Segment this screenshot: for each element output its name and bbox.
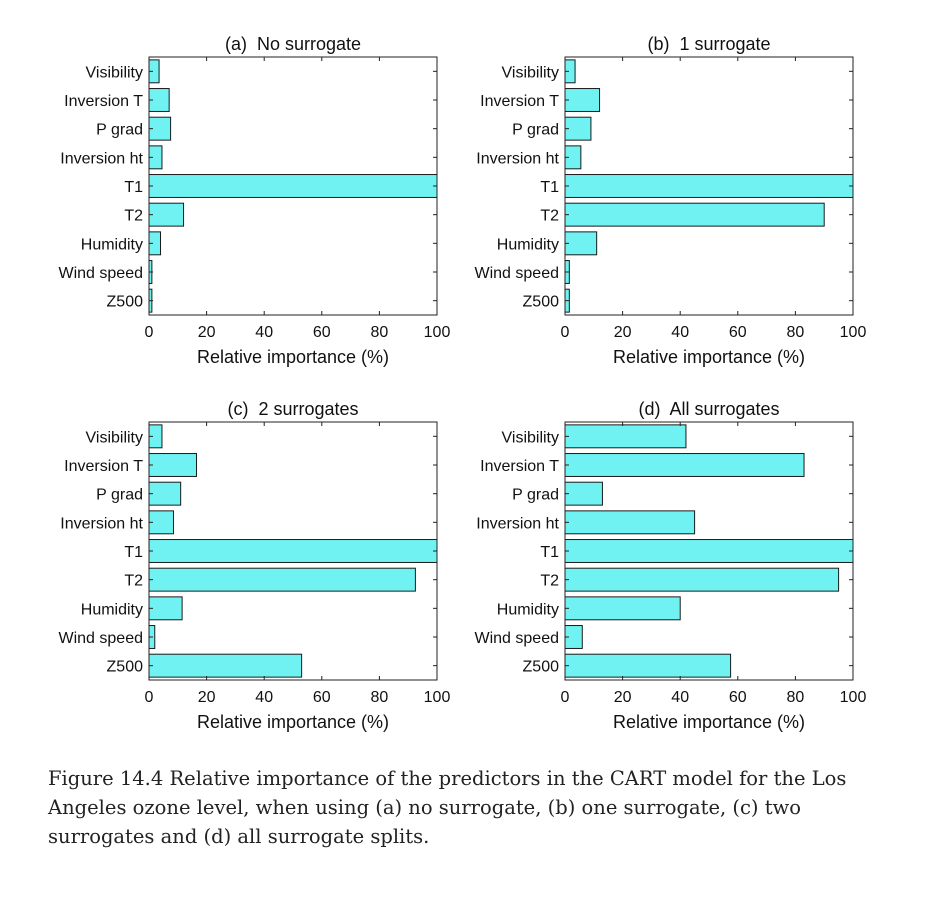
- x-tick-label: 0: [561, 324, 570, 341]
- bar-p-grad: [564, 481, 603, 506]
- bar-inversion-ht: [564, 510, 696, 535]
- category-label: P grad: [512, 122, 559, 139]
- bar-visibility: [564, 424, 687, 449]
- category-label: Z500: [107, 659, 144, 676]
- category-label: Z500: [523, 659, 560, 676]
- bar-humidity: [564, 596, 681, 621]
- category-label: Visibility: [86, 64, 144, 81]
- x-tick-label: 20: [198, 324, 216, 341]
- x-tick-label: 40: [671, 324, 689, 341]
- category-label: Humidity: [81, 236, 143, 253]
- x-axis-label: Relative importance (%): [197, 347, 389, 367]
- x-tick-label: 0: [145, 689, 154, 706]
- chart-title: (c) 2 surrogates: [227, 399, 358, 419]
- bar-inversion-t: [564, 88, 601, 112]
- bar-t2: [148, 202, 185, 227]
- bar-t1: [564, 539, 854, 563]
- category-label: Visibility: [86, 429, 144, 446]
- chart-panel-1: Visibility Inversion T P grad Inversion ht T…: [475, 34, 867, 367]
- x-axis-label: Relative importance (%): [613, 347, 805, 367]
- chart-panel-3: Visibility Inversion T P grad Inversion ht T…: [475, 399, 867, 732]
- bar-t1: [564, 174, 854, 198]
- chart-title: (a) No surrogate: [225, 34, 361, 54]
- category-label: Wind speed: [475, 630, 560, 647]
- category-label: Humidity: [497, 236, 559, 253]
- bar-inversion-t: [148, 453, 198, 477]
- category-label: Inversion ht: [60, 150, 143, 167]
- x-tick-label: 40: [255, 324, 273, 341]
- category-label: Visibility: [502, 429, 560, 446]
- category-label: Humidity: [497, 601, 559, 618]
- category-label: Visibility: [502, 64, 560, 81]
- chart-title: (d) All surrogates: [638, 399, 779, 419]
- category-label: Z500: [523, 294, 560, 311]
- bar-t2: [148, 567, 416, 592]
- bar-z500: [148, 653, 303, 678]
- category-label: Wind speed: [475, 265, 560, 282]
- x-tick-label: 20: [614, 324, 632, 341]
- category-label: Wind speed: [59, 630, 144, 647]
- category-label: Inversion ht: [476, 150, 559, 167]
- category-label: T1: [124, 179, 143, 196]
- x-tick-label: 60: [313, 689, 331, 706]
- x-tick-label: 60: [313, 324, 331, 341]
- category-label: Inversion T: [480, 458, 559, 475]
- x-tick-label: 80: [371, 324, 389, 341]
- x-tick-label: 40: [255, 689, 273, 706]
- x-tick-label: 80: [371, 689, 389, 706]
- figure-caption: Figure 14.4 Relative importance of the p…: [48, 767, 847, 848]
- bar-p-grad: [148, 481, 182, 506]
- x-tick-label: 20: [198, 689, 216, 706]
- bar-humidity: [148, 596, 183, 621]
- category-label: Inversion ht: [60, 515, 143, 532]
- category-label: T2: [124, 208, 143, 225]
- category-label: T1: [540, 179, 559, 196]
- bar-z500: [564, 653, 732, 678]
- category-label: T1: [124, 544, 143, 561]
- category-label: T2: [124, 573, 143, 590]
- x-tick-label: 0: [561, 689, 570, 706]
- category-label: Inversion T: [64, 458, 143, 475]
- x-tick-label: 80: [787, 689, 805, 706]
- x-tick-label: 100: [424, 689, 451, 706]
- category-label: Inversion T: [480, 93, 559, 110]
- category-label: T1: [540, 544, 559, 561]
- x-tick-label: 0: [145, 324, 154, 341]
- chart-title: (b) 1 surrogate: [647, 34, 770, 54]
- x-tick-label: 40: [671, 689, 689, 706]
- bar-inversion-t: [564, 453, 805, 477]
- category-label: Inversion ht: [476, 515, 559, 532]
- category-label: P grad: [96, 487, 143, 504]
- category-label: Wind speed: [59, 265, 144, 282]
- x-tick-label: 100: [840, 324, 867, 341]
- bar-t1: [148, 174, 438, 198]
- bar-t2: [564, 202, 825, 227]
- x-axis-label: Relative importance (%): [197, 712, 389, 732]
- category-label: Humidity: [81, 601, 143, 618]
- chart-panel-0: Visibility Inversion T P grad Inversion ht T…: [59, 34, 451, 367]
- category-label: T2: [540, 208, 559, 225]
- x-tick-label: 80: [787, 324, 805, 341]
- category-label: Z500: [107, 294, 144, 311]
- bar-t2: [564, 567, 840, 592]
- x-tick-label: 20: [614, 689, 632, 706]
- x-tick-label: 60: [729, 689, 747, 706]
- category-label: T2: [540, 573, 559, 590]
- category-label: Inversion T: [64, 93, 143, 110]
- x-axis-label: Relative importance (%): [613, 712, 805, 732]
- category-label: P grad: [512, 487, 559, 504]
- bar-t1: [148, 539, 438, 563]
- figure-panels: Visibility Inversion T P grad Inversion ht T…: [59, 34, 867, 732]
- bar-humidity: [564, 231, 598, 256]
- x-tick-label: 100: [424, 324, 451, 341]
- x-tick-label: 60: [729, 324, 747, 341]
- x-tick-label: 100: [840, 689, 867, 706]
- category-label: P grad: [96, 122, 143, 139]
- chart-panel-2: Visibility Inversion T P grad Inversion ht T…: [59, 399, 451, 732]
